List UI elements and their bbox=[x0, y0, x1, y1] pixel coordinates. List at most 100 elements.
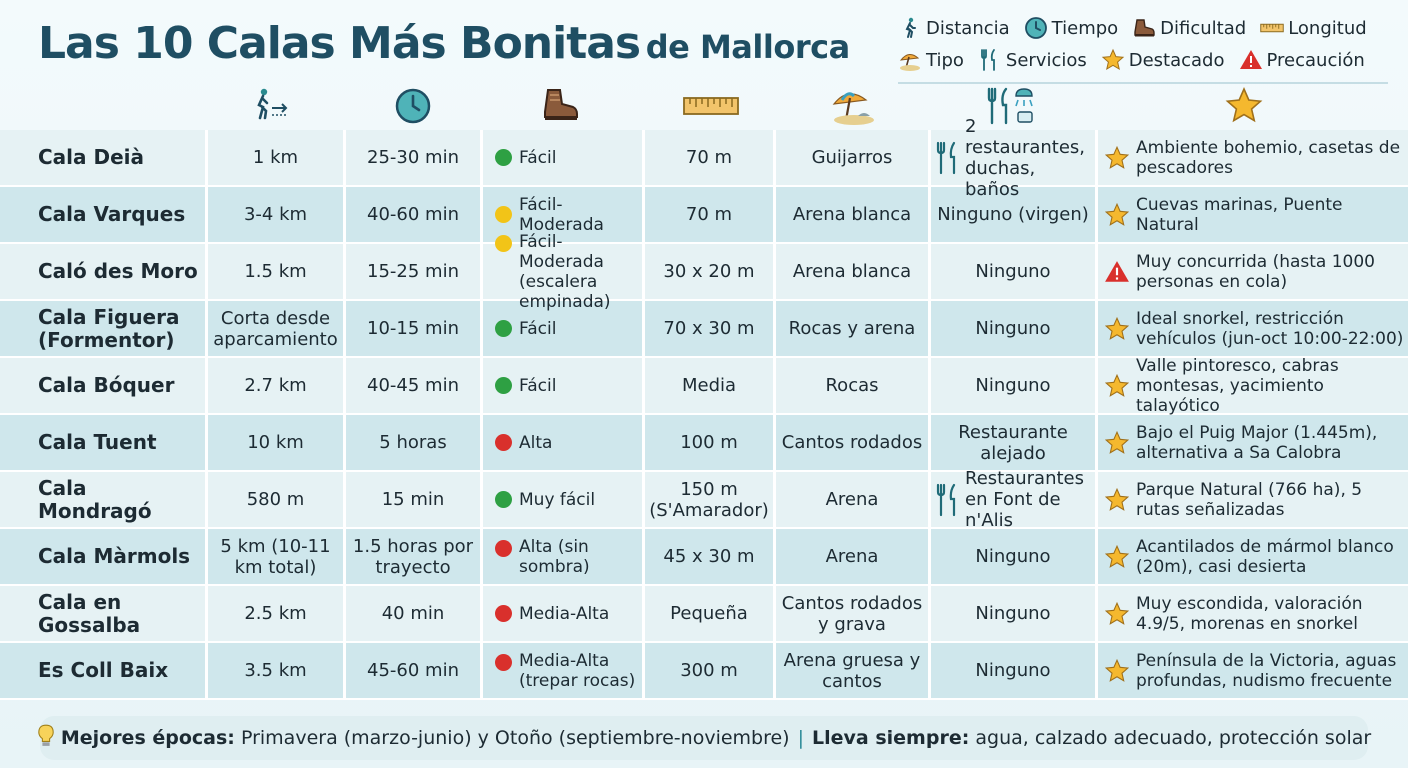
services-cell: Ninguno bbox=[931, 301, 1098, 356]
difficulty-value: Alta (sin sombra) bbox=[519, 536, 590, 577]
type-value: Arena blanca bbox=[776, 187, 931, 242]
highlight-value: Bajo el Puig Major (1.445m), alternativa… bbox=[1136, 422, 1378, 463]
footer-text-epocas: Primavera (marzo-junio) y Otoño (septiem… bbox=[240, 727, 790, 749]
cala-name: Caló des Moro bbox=[0, 244, 208, 299]
star-icon bbox=[1224, 86, 1264, 126]
walking-person-icon bbox=[250, 86, 290, 126]
time-value: 40 min bbox=[346, 586, 483, 641]
cala-name: Cala Mondragó bbox=[0, 472, 208, 527]
beach-umbrella-icon bbox=[899, 54, 920, 71]
time-value: 10-15 min bbox=[346, 301, 483, 356]
difficulty-dot bbox=[495, 234, 512, 252]
services-value: Ninguno bbox=[975, 660, 1051, 681]
highlight-cell: Valle pintoresco, cabras montesas, yacim… bbox=[1098, 356, 1408, 416]
length-value: 70 x 30 m bbox=[645, 301, 776, 356]
difficulty-value: Fácil bbox=[519, 318, 557, 339]
table-row: Cala Mondragó 580 m 15 min Muy fácil 150 m (… bbox=[0, 468, 1408, 531]
services-value: Ninguno (virgen) bbox=[937, 204, 1089, 225]
star-icon bbox=[1104, 487, 1130, 511]
highlight-cell: Ideal snorkel, restricción vehículos (ju… bbox=[1098, 301, 1408, 356]
distance-value: 5 km (10-11 km total) bbox=[208, 529, 346, 584]
footer-text-lleva: agua, calzado adecuado, protección solar bbox=[975, 727, 1372, 749]
cala-name: Cala Varques bbox=[0, 187, 208, 242]
distance-value: 1.5 km bbox=[208, 244, 346, 299]
highlight-value: Ideal snorkel, restricción vehículos (ju… bbox=[1136, 308, 1404, 349]
type-value: Arena bbox=[776, 529, 931, 584]
difficulty-dot bbox=[495, 491, 512, 508]
difficulty-cell: Fácil-Moderada (escalera empinada) bbox=[483, 232, 645, 312]
distance-value: 1 km bbox=[208, 130, 346, 185]
fork-knife-shower-icon bbox=[986, 86, 1038, 126]
length-value: 100 m bbox=[645, 415, 776, 470]
type-value: Arena bbox=[776, 472, 931, 527]
services-cell: Ninguno bbox=[931, 244, 1098, 299]
services-value: 2 restaurantes, duchas, baños bbox=[965, 115, 1086, 200]
highlight-value: Muy concurrida (hasta 1000 personas en c… bbox=[1136, 251, 1375, 292]
table-row: Cala Deià 1 km 25-30 min Fácil 70 m Guijarros… bbox=[0, 116, 1408, 200]
services-value: Ninguno bbox=[975, 261, 1051, 282]
services-value: Ninguno bbox=[975, 603, 1051, 624]
difficulty-dot bbox=[495, 149, 512, 166]
services-cell: 2 restaurantes, duchas, baños bbox=[931, 116, 1098, 200]
table-row: Es Coll Baix 3.5 km 45-60 min Media-Alta (t… bbox=[0, 643, 1408, 700]
time-value: 40-45 min bbox=[346, 358, 483, 413]
star-icon bbox=[1104, 601, 1130, 625]
table-row: Caló des Moro 1.5 km 15-25 min Fácil-Modera… bbox=[0, 232, 1408, 312]
cala-name: Cala en Gossalba bbox=[0, 586, 208, 641]
difficulty-dot bbox=[495, 377, 512, 394]
cala-name: Cala Figuera (Formentor) bbox=[0, 301, 208, 356]
legend-longitud: Longitud bbox=[1260, 16, 1367, 40]
column-header-icons bbox=[0, 86, 1408, 130]
difficulty-cell: Fácil bbox=[483, 358, 645, 413]
time-value: 15 min bbox=[346, 472, 483, 527]
type-value: Rocas y arena bbox=[776, 301, 931, 356]
difficulty-value: Fácil bbox=[519, 147, 557, 168]
footer-separator: | bbox=[797, 727, 805, 749]
legend-label: Servicios bbox=[1005, 49, 1087, 71]
star-icon bbox=[1104, 145, 1130, 169]
table-row: Cala en Gossalba 2.5 km 40 min Media-Alta Pe… bbox=[0, 586, 1408, 643]
length-value: 70 m bbox=[645, 130, 776, 185]
highlight-cell: Muy concurrida (hasta 1000 personas en c… bbox=[1098, 244, 1408, 299]
fork-knife-icon bbox=[936, 483, 956, 516]
walking-person-icon bbox=[905, 17, 916, 38]
time-value: 25-30 min bbox=[346, 130, 483, 185]
fork-knife-icon bbox=[936, 141, 956, 174]
services-cell: Ninguno bbox=[931, 358, 1098, 413]
difficulty-dot bbox=[495, 539, 512, 557]
fork-knife-icon bbox=[980, 49, 995, 71]
distance-value: 2.5 km bbox=[208, 586, 346, 641]
highlight-cell: Parque Natural (766 ha), 5 rutas señaliz… bbox=[1098, 472, 1408, 527]
clock-icon bbox=[1024, 17, 1047, 39]
star-icon bbox=[1104, 202, 1130, 226]
type-value: Cantos rodados y grava bbox=[776, 586, 931, 641]
difficulty-value: Media-Alta (trepar rocas) bbox=[519, 650, 636, 691]
services-cell: Restaurante alejado bbox=[931, 415, 1098, 470]
highlight-cell: Muy escondida, valoración 4.9/5, morenas… bbox=[1098, 586, 1408, 641]
highlight-cell: Ambiente bohemio, casetas de pescadores bbox=[1098, 130, 1408, 185]
cala-name: Cala Màrmols bbox=[0, 529, 208, 584]
distance-value: 3.5 km bbox=[208, 643, 346, 698]
difficulty-cell: Media-Alta bbox=[483, 586, 645, 641]
highlight-value: Acantilados de mármol blanco (20m), casi… bbox=[1136, 536, 1394, 577]
difficulty-cell: Media-Alta (trepar rocas) bbox=[483, 643, 645, 698]
legend-tiempo: Tiempo bbox=[1024, 16, 1118, 40]
legend-precaucion: Precaución bbox=[1239, 48, 1365, 72]
legend-tipo: Tipo bbox=[898, 48, 964, 72]
highlight-value: Península de la Victoria, aguas profunda… bbox=[1136, 650, 1397, 691]
time-value: 40-60 min bbox=[346, 187, 483, 242]
time-value: 1.5 horas por trayecto bbox=[346, 529, 483, 584]
difficulty-value: Alta bbox=[519, 432, 553, 453]
difficulty-cell: Muy fácil bbox=[483, 472, 645, 527]
legend-label: Distancia bbox=[926, 17, 1010, 39]
hiking-boot-icon bbox=[1134, 19, 1155, 37]
calas-table: Cala Deià 1 km 25-30 min Fácil 70 m Guijarros… bbox=[0, 116, 1408, 700]
distance-value: 10 km bbox=[208, 415, 346, 470]
footer-label-lleva: Lleva siempre: bbox=[812, 727, 970, 749]
length-value: Media bbox=[645, 358, 776, 413]
highlight-cell: Bajo el Puig Major (1.445m), alternativa… bbox=[1098, 415, 1408, 470]
type-value: Cantos rodados bbox=[776, 415, 931, 470]
difficulty-cell: Alta bbox=[483, 415, 645, 470]
warning-icon bbox=[1239, 50, 1262, 69]
highlight-value: Muy escondida, valoración 4.9/5, morenas… bbox=[1136, 593, 1363, 634]
